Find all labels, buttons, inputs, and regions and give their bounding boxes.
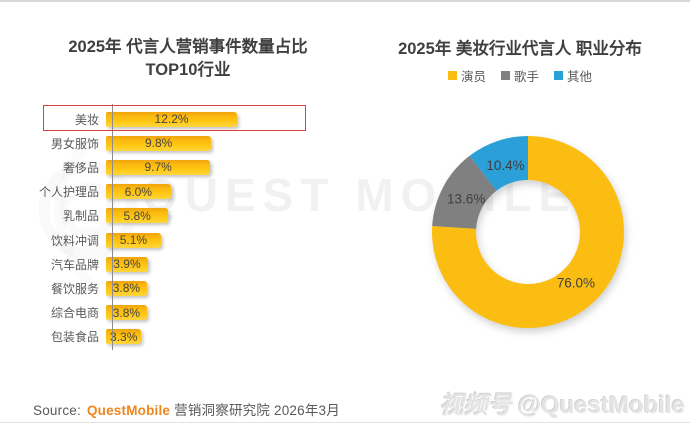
legend-item-other: 其他 (554, 66, 592, 85)
channel-watermark: 视频号 @QuestMobile (440, 385, 685, 420)
bar-fill: 9.8% (106, 135, 212, 151)
bar-value-label: 9.8% (144, 136, 173, 151)
bar-fill: 12.2% (106, 111, 238, 127)
legend-swatch-other-icon (554, 71, 563, 80)
bar-category-label: 乳制品 (62, 209, 99, 224)
bar-row-8: 餐饮服务 3.8% (34, 276, 334, 300)
legend-item-singer: 歌手 (500, 66, 539, 85)
bar-row-7: 汽车品牌 3.9% (34, 252, 334, 276)
bar-category-label: 美妆 (74, 112, 99, 127)
bar-row-1: 美妆 12.2% (34, 107, 334, 131)
bar-category-label: 饮料冲调 (50, 233, 99, 248)
bar-chart-title-line2: TOP10行业 (145, 61, 231, 79)
bar-row-3: 奢侈品 9.7% (34, 155, 334, 179)
legend-swatch-actor-icon (447, 71, 457, 80)
bar-category-label: 汽车品牌 (50, 257, 99, 272)
bar-fill: 3.8% (106, 305, 147, 321)
donut-slice-2 (432, 155, 497, 229)
bar-value-label: 3.3% (110, 329, 138, 344)
donut-slice-1 (432, 136, 625, 328)
bar-value-label: 5.8% (123, 208, 151, 223)
legend-item-actor: 演员 (447, 66, 486, 85)
channel-watermark-handle: @QuestMobile (517, 392, 685, 419)
bar-category-label: 综合电商 (50, 306, 99, 321)
bar-row-4: 个人护理品 6.0% (34, 180, 334, 204)
legend-swatch-singer-icon (500, 71, 510, 80)
bar-value-label: 9.7% (144, 160, 172, 175)
bar-chart-plot: 美妆 12.2% 男女服饰 9.8% 奢侈品 9.7% 个人护理品 6.0% 乳制品 5.8% 饮料… (34, 107, 334, 349)
bar-row-5: 乳制品 5.8% (34, 204, 334, 228)
donut-chart-svg: 76.0% 13.6% 10.4% (432, 136, 625, 328)
donut-slice-label: 13.6% (447, 192, 485, 207)
bottom-divider (0, 422, 690, 423)
bar-fill: 3.8% (106, 280, 147, 296)
bar-row-10: 包装食品 3.3% (34, 325, 334, 349)
bar-value-label: 5.1% (119, 233, 148, 248)
bar-chart-title: 2025年 代言人营销事件数量占比 TOP10行业 (40, 36, 336, 82)
bar-value-label: 3.8% (112, 281, 141, 296)
bar-fill: 3.9% (106, 256, 148, 272)
bar-value-label: 12.2% (154, 112, 189, 127)
top-border-line (0, 0, 690, 2)
donut-slice-3 (469, 136, 528, 191)
bar-fill: 5.8% (106, 208, 169, 224)
bar-category-label: 包装食品 (50, 330, 99, 345)
bar-row-2: 男女服饰 9.8% (34, 131, 334, 155)
donut-chart-plot: 76.0% 13.6% 10.4% (428, 132, 628, 332)
legend-label-other: 其他 (567, 70, 593, 84)
bar-category-label: 餐饮服务 (50, 281, 99, 296)
source-line: Source: QuestMobile 营销洞察研究院 2026年3月 (33, 399, 340, 419)
bar-row-6: 饮料冲调 5.1% (34, 228, 334, 252)
bar-category-label: 个人护理品 (38, 185, 99, 200)
source-brand: QuestMobile (86, 403, 171, 418)
bar-category-label: 男女服饰 (50, 136, 99, 151)
bar-row-9: 综合电商 3.8% (34, 301, 334, 325)
donut-chart-title: 2025年 美妆行业代言人 职业分布 (398, 40, 642, 58)
bar-fill: 6.0% (106, 184, 171, 200)
donut-legend: 演员 歌手 其他 (368, 66, 672, 85)
bar-category-label: 奢侈品 (62, 160, 99, 175)
bar-value-label: 6.0% (124, 184, 152, 199)
bar-fill: 5.1% (106, 232, 161, 248)
legend-label-actor: 演员 (460, 70, 486, 84)
highlight-box-beauty-row (43, 105, 306, 131)
bar-value-label: 3.9% (113, 257, 141, 272)
bar-chart-axis-line (112, 104, 113, 350)
donut-slice-label: 76.0% (557, 276, 595, 291)
bar-value-label: 3.8% (112, 305, 141, 320)
source-suffix: 营销洞察研究院 2026年3月 (174, 403, 340, 418)
source-prefix: Source: (33, 403, 81, 418)
bar-chart-title-line1: 2025年 代言人营销事件数量占比 (68, 38, 308, 56)
legend-label-singer: 歌手 (513, 70, 539, 84)
bar-fill: 3.3% (106, 329, 142, 345)
bar-fill: 9.7% (106, 159, 211, 175)
channel-watermark-logo: 视频号 (439, 392, 512, 419)
donut-slice-label: 10.4% (486, 158, 524, 173)
